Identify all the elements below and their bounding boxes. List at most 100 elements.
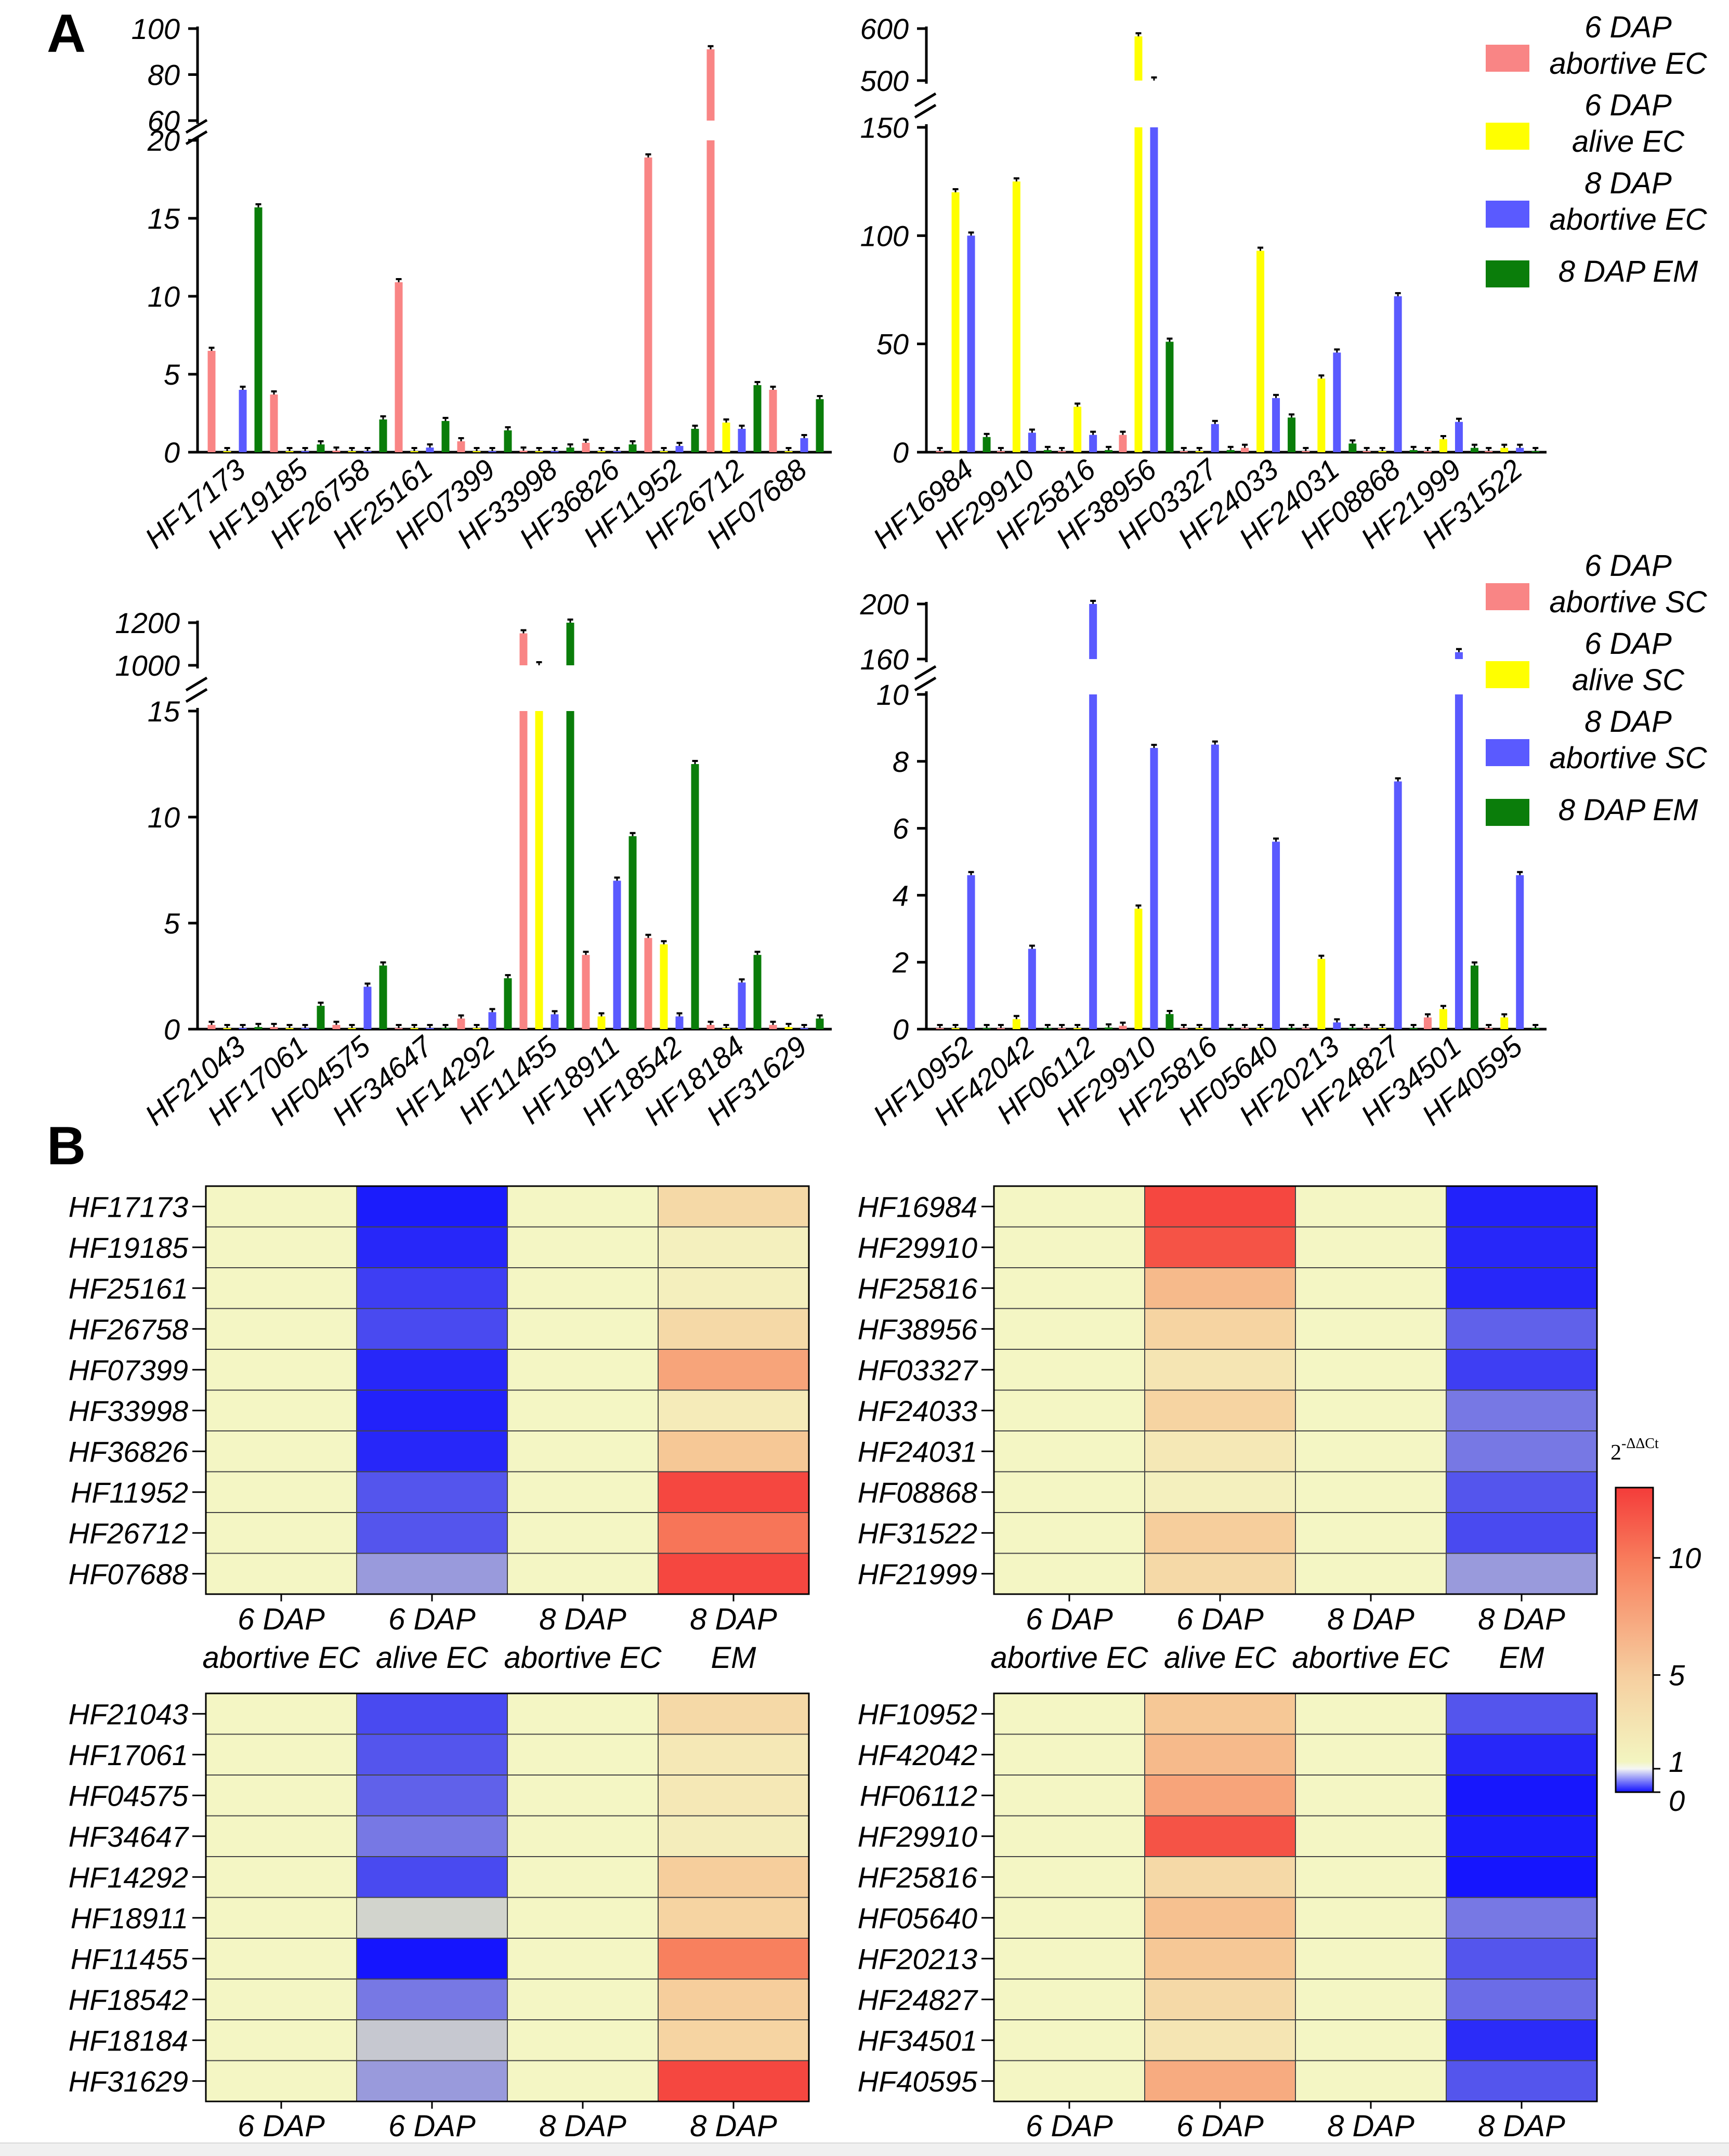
heatmap-col-label-line2: abortive EC [1292,1641,1450,1675]
bar [816,1018,824,1029]
legend-swatch [1486,260,1529,287]
heatmap-cell [1446,1308,1597,1350]
heatmap-cell [507,1471,659,1513]
bar [1423,451,1432,452]
y-tick-label: 0 [893,1013,909,1046]
bar [270,395,278,452]
heatmap-cell [356,1349,508,1391]
heatmap-cell [205,1430,357,1473]
heatmap-row-label: HF08868 [858,1476,977,1509]
bar [722,1028,730,1029]
heatmap-cell [1295,1856,1447,1898]
bar [1348,1028,1357,1029]
bar [1394,781,1402,1029]
heatmap-border [205,1692,810,2102]
heatmap-row-label: HF17173 [69,1190,188,1223]
heatmap-cell [1446,2060,1597,2102]
bar [223,1028,231,1029]
heatmap-row-label: HF42042 [858,1739,977,1771]
heatmap-col-label-line1: 8 DAP [690,1602,777,1636]
heatmap-cell [1446,1471,1597,1513]
heatmap-cell [993,1471,1145,1513]
heatmap-cell [356,1693,508,1735]
heatmap-cell [1144,1389,1296,1431]
y-tick-label: 600 [860,12,909,45]
heatmap-cell [356,1226,508,1268]
heatmap-cell [1144,1553,1296,1595]
bar [582,955,590,1029]
heatmap-cell [1144,1938,1296,1980]
bar [769,1024,777,1029]
heatmap-cell [507,1553,659,1595]
heatmap-cell [1144,1226,1296,1268]
heatmap-cell [993,1553,1145,1595]
panel-label-b: B [47,1116,86,1176]
y-tick-label: 20 [147,124,180,157]
heatmap-cell [1144,1430,1296,1473]
heatmap-cell [205,1186,357,1228]
legend-label-line2: abortive SC [1549,585,1707,619]
heatmap-row-label: HF20213 [858,1942,977,1975]
legend-label: 8 DAP EM [1558,255,1698,288]
heatmap-row-label: HF26758 [69,1313,188,1346]
bar [1105,450,1113,452]
heatmap-cell [658,1430,809,1473]
y-tick-label: 10 [148,801,180,834]
heatmap-cell [1144,2019,1296,2061]
heatmap-cell [658,1774,809,1817]
bar [473,1028,481,1029]
legend-label-line1: 6 DAP [1584,10,1672,44]
bar [488,1012,496,1029]
heatmap-cell [993,1430,1145,1473]
heatmap-cell [1295,1815,1447,1857]
bar [1485,451,1493,452]
legend-swatch [1486,201,1529,228]
heatmap-cell [993,1389,1145,1431]
heatmap-cell [356,1389,508,1431]
heatmap-row-label: HF31629 [69,2065,188,2098]
bar [753,955,762,1029]
heatmap-cell [658,1693,809,1735]
bar [800,438,808,452]
heatmap-col-label-line2: abortive EC [202,1641,360,1675]
heatmap-cell [1295,1308,1447,1350]
bar [566,711,574,1029]
heatmap-cell [1446,1815,1597,1857]
axis-break-mark [914,92,937,108]
bar [1058,451,1066,452]
bar [706,1024,715,1029]
bar [1409,450,1418,452]
bar [597,1016,606,1029]
heatmap-cell [658,1349,809,1391]
bar [1272,398,1280,452]
bar [675,1016,684,1029]
heatmap-cell [993,1856,1145,1898]
heatmap-cell [1144,1978,1296,2020]
bar [1073,1028,1082,1029]
colorbar-tick-label: 1 [1669,1745,1685,1778]
heatmap-cell [658,1978,809,2020]
bar [395,1028,403,1029]
heatmap-row-label: HF29910 [858,1820,977,1853]
bar [1333,352,1341,452]
heatmap-cell [205,2060,357,2102]
bar [535,451,543,452]
heatmap-cell [1446,1512,1597,1554]
heatmap-cell [507,1938,659,1980]
bar [1333,1022,1341,1029]
bar-upper-segment [519,633,528,665]
heatmap-cell [658,1308,809,1350]
heatmap-cell [205,1308,357,1350]
y-tick-label: 4 [893,879,909,912]
heatmap-cell [356,1733,508,1776]
y-tick-label: 6 [893,812,909,845]
heatmap-cell [1295,1938,1447,1980]
bar [983,1028,991,1029]
bar [1226,450,1235,452]
bar-chart-bottom-right: 0246810160200HF10952HF42042HF06112HF2991… [860,588,1547,1132]
heatmap-cell [658,2060,809,2102]
heatmap-cell [507,2019,659,2061]
